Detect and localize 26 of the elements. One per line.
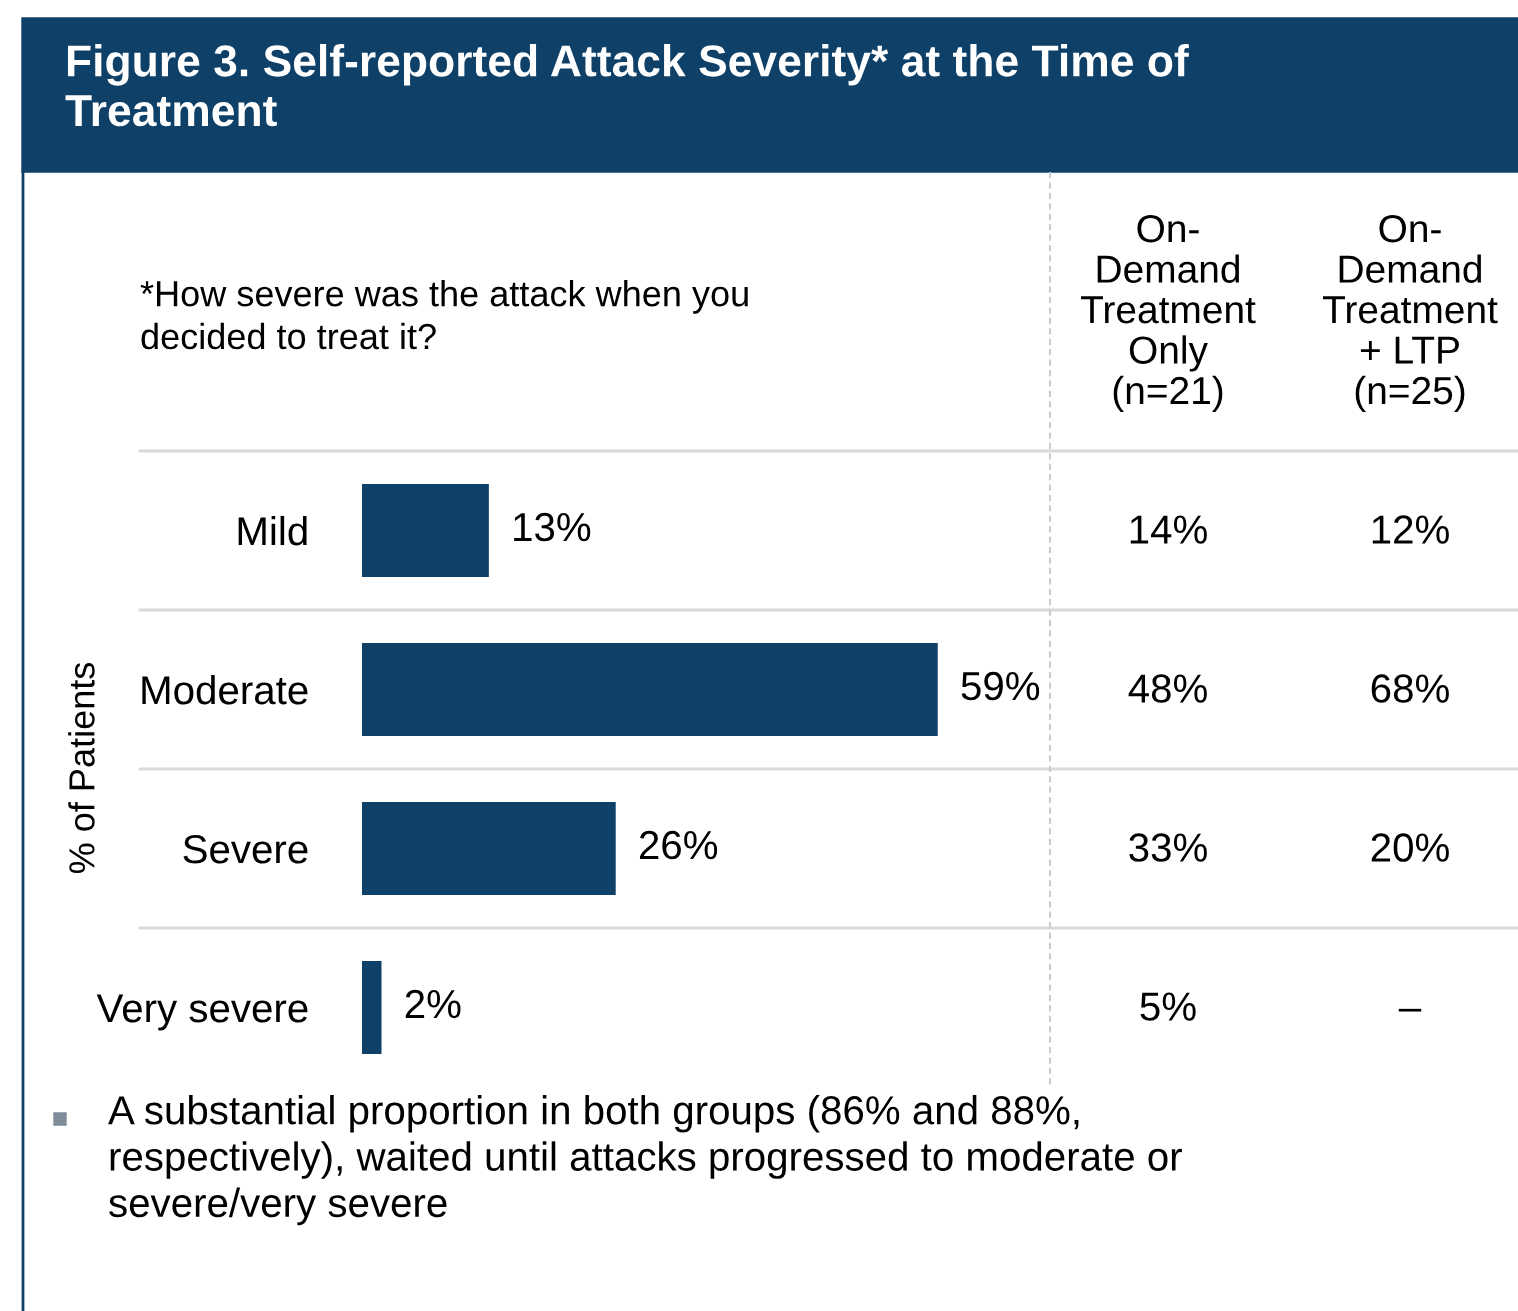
- data-label: 26%: [639, 830, 718, 860]
- chart-title: Figure 3. Self-reported Attack Severity* at the Time of Treatment: [65, 44, 1189, 127]
- y-tick-label: Mild: [238, 515, 307, 546]
- text: 20%: [1371, 833, 1449, 862]
- data-label: 59%: [961, 671, 1040, 701]
- y-tick-label: Moderate: [142, 674, 308, 705]
- bar: [362, 960, 382, 1055]
- text: 14%: [1130, 515, 1207, 544]
- bar: [362, 801, 616, 896]
- text: 48%: [1128, 674, 1207, 703]
- text: 12%: [1372, 515, 1449, 544]
- data-label: 13%: [514, 512, 591, 542]
- text: 5%: [1140, 992, 1196, 1021]
- text: On- Demand Treatment + LTP (n=25): [1323, 214, 1498, 413]
- text: 33%: [1129, 833, 1207, 862]
- text: *How severe was the attack when you decided to treat it?: [140, 280, 748, 350]
- y-tick-label: Very severe: [96, 994, 308, 1031]
- text: A substantial proportion in both groups (86% and 88%, respectively), waited until attacks progressed to moderate or severe/very severe: [108, 1095, 1182, 1226]
- y-tick-label: Severe: [183, 834, 308, 864]
- bar: [362, 642, 938, 737]
- y-axis-title: % of Patients: [68, 662, 95, 874]
- data-label: 2%: [405, 989, 461, 1019]
- text: On- Demand Treatment Only (n=21): [1081, 214, 1256, 413]
- text: 68%: [1371, 674, 1449, 703]
- text: –: [1398, 1008, 1422, 1012]
- bar: [362, 483, 489, 578]
